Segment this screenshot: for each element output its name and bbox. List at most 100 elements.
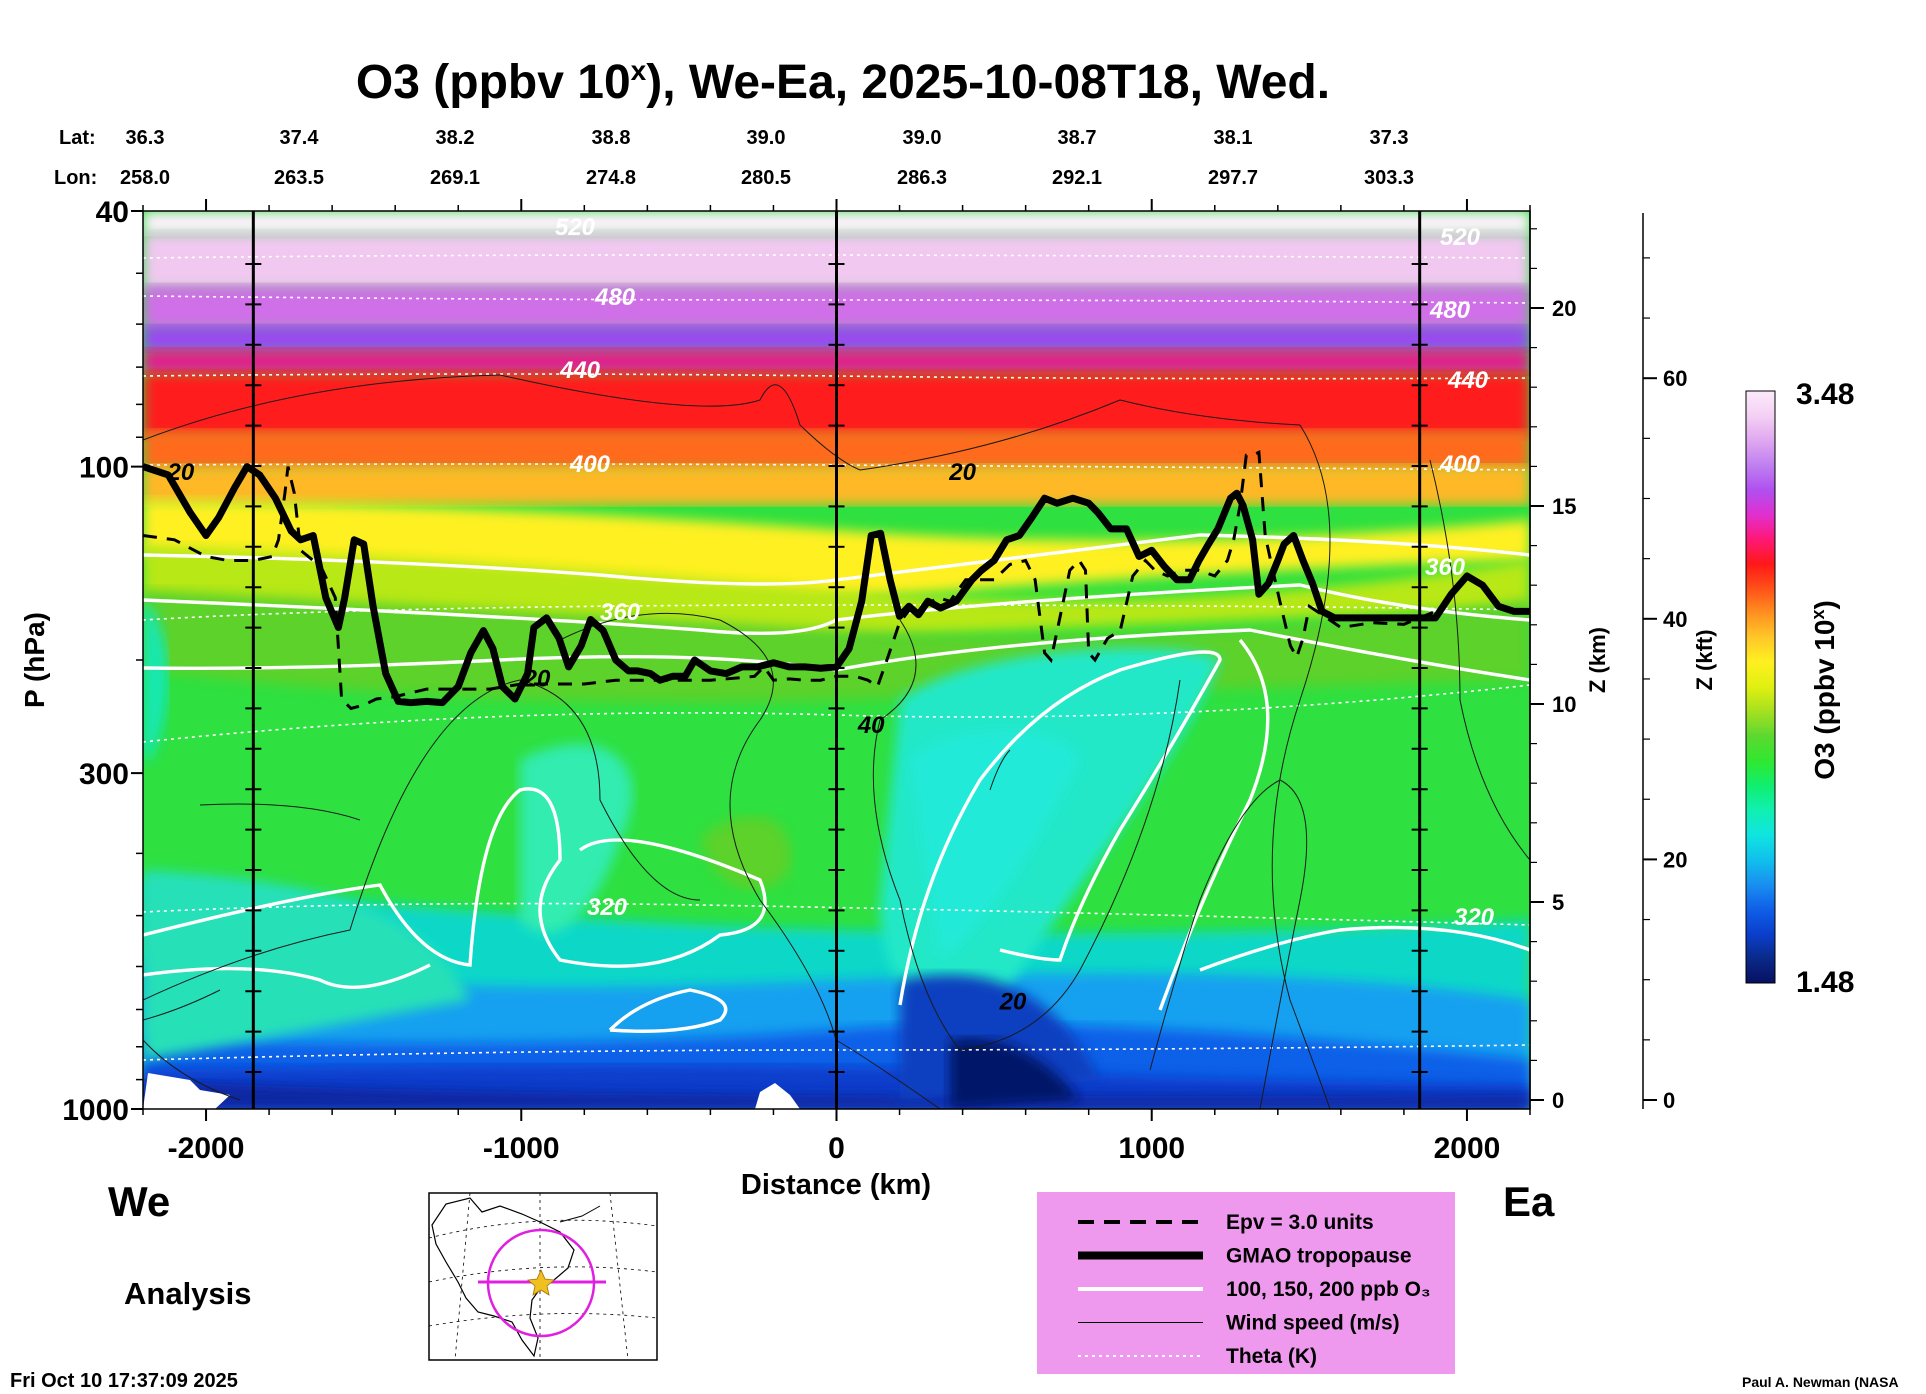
z-kft-axis-title: Z (kft) [1692, 629, 1717, 690]
tropopause-line [143, 463, 1530, 707]
lat-value: 36.3 [126, 127, 165, 149]
lat-value: 38.8 [592, 127, 631, 149]
timestamp: Fri Oct 10 17:37:09 2025 [10, 1370, 238, 1392]
colorbar: 3.48 1.48 O3 (ppbv 10x) [1745, 378, 1854, 999]
lat-value: 39.0 [903, 127, 942, 149]
z-kft-tick-label: 40 [1663, 607, 1687, 632]
theta-contour [143, 254, 1530, 259]
field-band [700, 816, 792, 890]
field-band [520, 744, 633, 933]
credit: Paul A. Newman (NASA [1742, 1374, 1899, 1390]
lat-value: 39.0 [747, 127, 786, 149]
theta-label: 440 [1447, 367, 1489, 394]
lon-value: 280.5 [741, 167, 791, 189]
field-band [143, 870, 470, 1060]
wind-contour [872, 619, 1181, 1051]
legend: Epv = 3.0 units GMAO tropopause 100, 150, … [1037, 1192, 1455, 1374]
axes: 1000 300 100 40 -2000 -1000 0 1000 2000 0 5 10 15 20 0… [62, 196, 1687, 1165]
theta-label: 360 [600, 599, 641, 626]
legend-label: Wind speed (m/s) [1226, 1312, 1400, 1335]
theta-label: 520 [555, 214, 596, 241]
lat-value: 37.4 [280, 127, 320, 149]
wind-contour [989, 749, 1011, 791]
wind-contour [143, 1039, 241, 1101]
field-band [910, 730, 1080, 960]
x-tick-label: -1000 [483, 1132, 560, 1165]
lon-value: 269.1 [430, 167, 480, 189]
ozone-contour [608, 988, 728, 1033]
z-km-tick-label: 10 [1552, 692, 1576, 717]
wind-contour [859, 399, 1331, 1109]
theta-label: 320 [587, 894, 628, 921]
lat-value: 38.2 [436, 127, 475, 149]
z-km-tick-label: 20 [1552, 296, 1576, 321]
locator-map [428, 1192, 658, 1361]
wind-contour [1429, 459, 1530, 861]
theta-label: 400 [569, 451, 611, 478]
legend-label: GMAO tropopause [1226, 1245, 1412, 1268]
y-axis-title: P (hPa) [19, 612, 50, 708]
theta-label: 440 [559, 357, 601, 384]
wind-label: 20 [999, 988, 1027, 1015]
colorbar-title: O3 (ppbv 10x) [1808, 600, 1840, 780]
lat-lon-row: 36.3 37.4 38.2 38.8 39.0 39.0 38.7 38.1 37.3 258.… [120, 127, 1414, 189]
lat-label: Lat: [59, 127, 96, 149]
z-km-tick-label: 15 [1552, 494, 1576, 519]
missing-data-patch [755, 1083, 800, 1109]
ozone-contour [1158, 638, 1270, 1011]
wind-label: 40 [857, 712, 885, 739]
y-tick-label: 300 [79, 758, 129, 791]
y-tick-label: 100 [79, 452, 129, 485]
colorbar-max-label: 3.48 [1796, 378, 1854, 411]
field-band [143, 1080, 1530, 1109]
lat-value: 38.7 [1058, 127, 1097, 149]
lat-value: 38.1 [1214, 127, 1253, 149]
analysis-label: Analysis [124, 1276, 252, 1311]
lon-value: 258.0 [120, 167, 170, 189]
legend-label: 100, 150, 200 ppb O₃ [1226, 1278, 1431, 1301]
tropopause-lines [143, 211, 1530, 1109]
theta-label: 480 [594, 284, 636, 311]
z-kft-tick-label: 60 [1663, 366, 1687, 391]
z-km-tick-label: 5 [1552, 890, 1564, 915]
theta-label: 400 [1439, 451, 1481, 478]
field-band [950, 1038, 1080, 1109]
lon-value: 274.8 [586, 167, 636, 189]
wind-contour [559, 612, 941, 1109]
lon-value: 292.1 [1052, 167, 1102, 189]
y-tick-label: 40 [96, 196, 129, 229]
theta-contour [143, 902, 1530, 926]
field-band [143, 600, 169, 760]
ozone-contour [143, 963, 431, 989]
lon-value: 303.3 [1364, 167, 1414, 189]
legend-label: Epv = 3.0 units [1226, 1211, 1374, 1234]
ozone-contour [143, 787, 767, 968]
theta-label: 360 [1425, 554, 1466, 581]
wind-contour [1149, 779, 1308, 1109]
z-kft-tick-label: 20 [1663, 847, 1687, 872]
missing-data-patch [143, 1073, 230, 1109]
lon-value: 263.5 [274, 167, 324, 189]
lat-value: 37.3 [1370, 127, 1409, 149]
wind-contour [199, 803, 361, 821]
lon-value: 286.3 [897, 167, 947, 189]
ozone-contour [1199, 925, 1530, 972]
x-tick-label: 1000 [1118, 1132, 1185, 1165]
theta-label: 520 [1440, 224, 1481, 251]
coastline-shape [431, 1197, 575, 1358]
legend-label: Theta (K) [1226, 1345, 1317, 1368]
direction-east: Ea [1503, 1178, 1555, 1225]
theta-label: 480 [1429, 297, 1471, 324]
z-kft-tick-label: 0 [1663, 1088, 1675, 1113]
z-km-tick-label: 0 [1552, 1088, 1564, 1113]
wind-label: 20 [948, 459, 976, 486]
lon-label: Lon: [54, 167, 97, 189]
y-tick-label: 1000 [62, 1094, 129, 1127]
x-tick-label: -2000 [168, 1132, 245, 1165]
ozone-contour [898, 650, 1222, 1006]
colorbar-min-label: 1.48 [1796, 966, 1854, 999]
z-km-axis-title: Z (km) [1585, 627, 1610, 693]
lon-value: 297.7 [1208, 167, 1258, 189]
chart-title: O3 (ppbv 10x), We-Ea, 2025-10-08T18, Wed… [356, 55, 1330, 109]
